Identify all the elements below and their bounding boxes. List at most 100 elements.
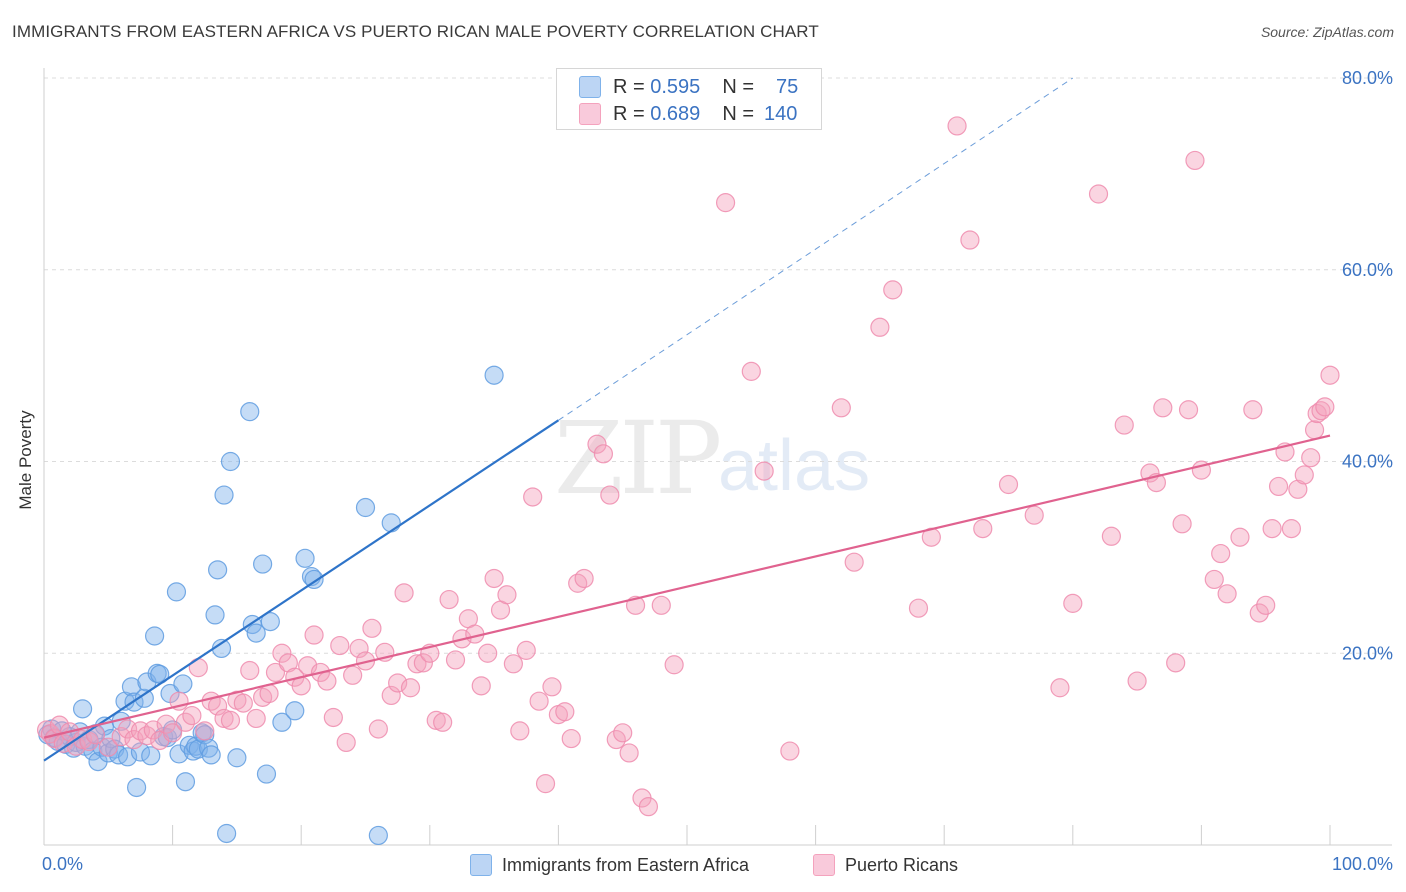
puerto-ricans-point-74 xyxy=(516,640,536,660)
puerto-ricans-point-51 xyxy=(368,719,388,739)
legend-n-label: N = xyxy=(722,75,754,98)
eastern-africa-point-50 xyxy=(201,745,221,765)
puerto-ricans-point-71 xyxy=(497,585,517,605)
eastern-africa-point-25 xyxy=(121,677,142,697)
legend-row-eastern-africa: R = 0.595 N = 75 xyxy=(579,74,798,100)
eastern-africa-point-71 xyxy=(381,513,401,533)
y-tick-label-0: 20.0% xyxy=(1342,643,1393,663)
puerto-ricans-point-67 xyxy=(471,676,491,696)
puerto-ricans-point-130 xyxy=(1256,595,1276,615)
puerto-ricans-point-118 xyxy=(1153,398,1173,418)
puerto-ricans-point-48 xyxy=(349,638,369,659)
eastern-africa-point-54 xyxy=(214,485,234,505)
puerto-ricans-point-121 xyxy=(1178,400,1199,420)
puerto-ricans-point-129 xyxy=(1249,603,1269,623)
watermark-atlas: atlas xyxy=(718,426,871,506)
puerto-ricans-point-138 xyxy=(1304,420,1325,440)
puerto-ricans-point-97 xyxy=(754,461,774,481)
puerto-ricans-point-54 xyxy=(388,673,408,693)
legend-item-eastern-africa: Immigrants from Eastern Africa xyxy=(470,851,749,879)
x-tick-label-min: 0.0% xyxy=(42,854,83,874)
puerto-ricans-point-109 xyxy=(1024,505,1044,525)
chart-source: Source: ZipAtlas.com xyxy=(1260,24,1394,40)
eastern-africa-point-52 xyxy=(208,560,228,580)
trend-lines xyxy=(43,77,1331,762)
puerto-ricans-point-92 xyxy=(638,797,659,817)
trend-line-eastern-africa xyxy=(43,419,560,762)
y-axis-label: Male Poverty xyxy=(16,410,35,510)
legend-swatch-pink xyxy=(579,103,601,125)
puerto-ricans-point-132 xyxy=(1268,476,1289,497)
puerto-ricans-point-32 xyxy=(246,708,266,729)
trend-line-puerto-ricans xyxy=(43,434,1331,739)
puerto-ricans-point-62 xyxy=(439,589,459,610)
puerto-ricans-point-102 xyxy=(883,280,903,300)
puerto-ricans-point-98 xyxy=(780,741,800,761)
x-tick-label-max: 100.0% xyxy=(1332,854,1393,874)
eastern-africa-point-72 xyxy=(484,365,504,385)
y-tick-label-3: 80.0% xyxy=(1342,68,1393,88)
puerto-ricans-point-141 xyxy=(1315,397,1335,417)
legend-swatch-blue xyxy=(470,854,492,876)
puerto-ricans-point-73 xyxy=(510,721,530,741)
puerto-ricans-point-108 xyxy=(998,474,1019,495)
puerto-ricans-point-83 xyxy=(574,568,594,589)
legend-r-label: R = xyxy=(613,75,645,98)
puerto-ricans-point-78 xyxy=(542,677,562,697)
puerto-ricans-point-69 xyxy=(484,568,504,589)
puerto-ricans-point-125 xyxy=(1211,543,1231,564)
watermark-zip: ZIP xyxy=(554,400,722,517)
legend-r-label: R = xyxy=(613,102,645,125)
puerto-ricans-point-30 xyxy=(233,693,253,713)
puerto-ricans-point-106 xyxy=(960,230,980,250)
puerto-ricans-point-96 xyxy=(741,361,761,381)
puerto-ricans-point-112 xyxy=(1088,184,1109,204)
eastern-africa-point-10 xyxy=(72,699,93,719)
puerto-ricans-point-115 xyxy=(1127,671,1147,691)
y-tick-label-2: 60.0% xyxy=(1342,260,1393,280)
puerto-ricans-point-135 xyxy=(1288,479,1308,499)
puerto-ricans-point-43 xyxy=(317,671,337,691)
puerto-ricans-point-72 xyxy=(503,654,523,674)
puerto-ricans-point-84 xyxy=(587,434,607,454)
eastern-africa-point-58 xyxy=(240,402,260,422)
puerto-ricans-point-93 xyxy=(651,595,671,615)
puerto-ricans-point-89 xyxy=(619,743,639,763)
puerto-ricans-point-128 xyxy=(1243,400,1263,420)
puerto-ricans-point-124 xyxy=(1204,569,1224,590)
puerto-ricans-point-140 xyxy=(1311,401,1331,421)
series-puerto-ricans-points xyxy=(36,116,1340,817)
eastern-africa-point-41 xyxy=(173,674,193,694)
axes xyxy=(43,68,1392,846)
puerto-ricans-point-131 xyxy=(1262,519,1282,539)
eastern-africa-point-55 xyxy=(217,823,237,844)
eastern-africa-point-63 xyxy=(260,612,280,632)
chart-title: IMMIGRANTS FROM EASTERN AFRICA VS PUERTO… xyxy=(12,22,819,41)
puerto-ricans-point-50 xyxy=(362,618,382,638)
legend-swatch-blue xyxy=(579,76,601,98)
puerto-ricans-point-103 xyxy=(908,598,929,618)
puerto-ricans-point-36 xyxy=(272,643,292,663)
puerto-ricans-point-111 xyxy=(1063,593,1083,613)
puerto-ricans-point-28 xyxy=(220,710,241,730)
eastern-africa-point-70 xyxy=(368,825,388,846)
legend-n-label: N = xyxy=(722,102,754,125)
puerto-ricans-point-120 xyxy=(1172,514,1192,534)
legend-label-puerto-ricans: Puerto Ricans xyxy=(845,854,959,875)
puerto-ricans-point-61 xyxy=(433,712,453,732)
eastern-africa-point-29 xyxy=(134,688,154,708)
puerto-ricans-point-95 xyxy=(715,193,736,213)
puerto-ricans-point-53 xyxy=(381,685,401,706)
puerto-ricans-point-56 xyxy=(400,678,421,698)
puerto-ricans-point-105 xyxy=(947,116,967,136)
y-tick-label-1: 40.0% xyxy=(1342,452,1393,472)
series-eastern-africa-points xyxy=(38,365,504,846)
puerto-ricans-point-76 xyxy=(529,691,549,711)
puerto-ricans-point-94 xyxy=(664,655,684,675)
puerto-ricans-point-134 xyxy=(1281,519,1302,539)
puerto-ricans-point-41 xyxy=(304,625,324,645)
puerto-ricans-point-81 xyxy=(561,728,581,749)
puerto-ricans-point-31 xyxy=(240,660,260,681)
puerto-ricans-point-68 xyxy=(478,643,498,663)
